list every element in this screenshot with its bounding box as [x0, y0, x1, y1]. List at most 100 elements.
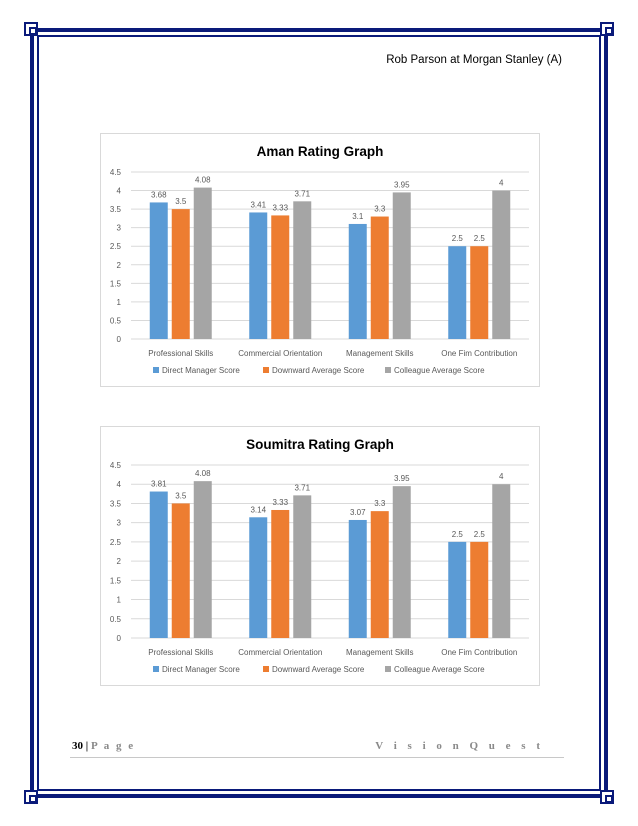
data-label: 4.08: [195, 469, 211, 478]
data-label: 4.08: [195, 176, 211, 185]
bar: [249, 517, 268, 638]
legend-label: Downward Average Score: [272, 665, 365, 674]
data-label: 2.5: [452, 234, 464, 243]
bar: [171, 209, 190, 339]
data-label: 2.5: [474, 234, 486, 243]
x-tick-label: Management Skills: [346, 349, 414, 358]
y-tick-label: 2: [117, 261, 122, 270]
bar: [249, 212, 268, 339]
bar: [392, 192, 411, 339]
x-tick-label: Commercial Orientation: [238, 349, 322, 358]
page-footer-number: 30 | P a g e: [72, 740, 135, 752]
y-tick-label: 2: [117, 557, 122, 566]
data-label: 3.1: [352, 212, 364, 221]
data-label: 3.71: [294, 189, 310, 198]
bar: [448, 541, 467, 638]
legend-swatch: [385, 367, 391, 373]
y-tick-label: 0: [117, 634, 122, 643]
bar: [492, 190, 511, 339]
x-tick-label: Professional Skills: [148, 349, 213, 358]
chart-title: Soumitra Rating Graph: [246, 437, 394, 452]
y-tick-label: 0.5: [110, 615, 122, 624]
soumitra-rating-chart: Soumitra Rating Graph 0 0.5 1 1.5 2 2.5 3 3.5 4 4.…: [100, 426, 540, 686]
data-label: 3.3: [374, 499, 386, 508]
legend-swatch: [153, 367, 159, 373]
legend-swatch: [263, 666, 269, 672]
data-label: 3.5: [175, 197, 187, 206]
soumitra-rating-chart-svg: Soumitra Rating Graph 0 0.5 1 1.5 2 2.5 3 3.5 4 4.…: [110, 437, 529, 674]
x-tick-label: Management Skills: [346, 648, 414, 657]
bar: [492, 484, 511, 638]
data-label: 3.3: [374, 205, 386, 214]
legend-swatch: [153, 666, 159, 672]
data-label: 3.33: [272, 498, 288, 507]
data-label: 3.5: [175, 491, 187, 500]
y-tick-label: 1: [117, 596, 122, 605]
x-tick-label: One Fim Contribution: [441, 349, 517, 358]
y-tick-label: 3.5: [110, 205, 122, 214]
y-tick-label: 0.5: [110, 316, 122, 325]
corner-ornament-top-left: [24, 22, 38, 36]
data-label: 2.5: [452, 530, 464, 539]
data-label: 3.95: [394, 474, 410, 483]
legend-label: Direct Manager Score: [162, 665, 240, 674]
data-label: 3.07: [350, 508, 366, 517]
bar: [470, 246, 489, 339]
data-label: 3.71: [294, 483, 310, 492]
corner-ornament-bottom-right: [600, 790, 614, 804]
bar: [271, 215, 290, 339]
y-tick-label: 4: [117, 187, 122, 196]
bar: [193, 187, 212, 339]
bar: [271, 509, 290, 638]
bar: [193, 481, 212, 638]
legend-swatch: [263, 367, 269, 373]
y-tick-label: 3: [117, 519, 122, 528]
aman-rating-chart: Aman Rating Graph 0 0.5 1 1.5 2 2.5 3 3.5 4 4.5 Pro…: [100, 133, 540, 387]
y-tick-label: 3.5: [110, 499, 122, 508]
y-tick-label: 4: [117, 480, 122, 489]
bar: [392, 486, 411, 638]
aman-rating-chart-svg: Aman Rating Graph 0 0.5 1 1.5 2 2.5 3 3.5 4 4.5 Pro…: [110, 144, 529, 375]
y-tick-label: 1.5: [110, 576, 122, 585]
y-tick-label: 2.5: [110, 242, 122, 251]
data-label: 4: [499, 472, 504, 481]
page-number: 30: [72, 740, 83, 752]
bar: [293, 201, 312, 339]
bar: [149, 491, 168, 638]
bar: [348, 223, 367, 339]
data-label: 3.68: [151, 190, 167, 199]
page-separator: |: [85, 740, 89, 752]
data-label: 3.41: [250, 200, 266, 209]
bar: [370, 511, 389, 638]
footer-divider: [70, 757, 564, 758]
corner-ornament-bottom-left: [24, 790, 38, 804]
data-label: 3.33: [272, 203, 288, 212]
legend-label: Downward Average Score: [272, 366, 365, 375]
x-tick-label: One Fim Contribution: [441, 648, 517, 657]
bar: [348, 519, 367, 638]
page-label: P a g e: [90, 740, 136, 752]
legend-swatch: [385, 666, 391, 672]
y-tick-label: 1: [117, 298, 122, 307]
y-tick-label: 4.5: [110, 461, 122, 470]
bar: [293, 495, 312, 638]
x-tick-label: Commercial Orientation: [238, 648, 322, 657]
y-tick-label: 4.5: [110, 168, 122, 177]
bar: [149, 202, 168, 339]
chart-title: Aman Rating Graph: [257, 144, 384, 159]
y-tick-label: 2.5: [110, 538, 122, 547]
legend-label: Colleague Average Score: [394, 366, 485, 375]
data-label: 2.5: [474, 530, 486, 539]
bar: [171, 503, 190, 638]
data-label: 3.95: [394, 180, 410, 189]
y-tick-label: 0: [117, 335, 122, 344]
data-label: 3.14: [250, 505, 266, 514]
data-label: 4: [499, 179, 504, 188]
y-tick-label: 3: [117, 224, 122, 233]
legend-label: Colleague Average Score: [394, 665, 485, 674]
page-border-outer: [30, 28, 608, 798]
data-label: 3.81: [151, 480, 167, 489]
page-border-inner: [37, 35, 601, 791]
corner-ornament-top-right: [600, 22, 614, 36]
x-tick-label: Professional Skills: [148, 648, 213, 657]
